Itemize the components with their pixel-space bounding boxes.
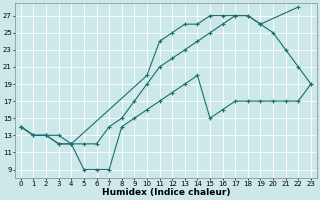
X-axis label: Humidex (Indice chaleur): Humidex (Indice chaleur) [102, 188, 230, 197]
